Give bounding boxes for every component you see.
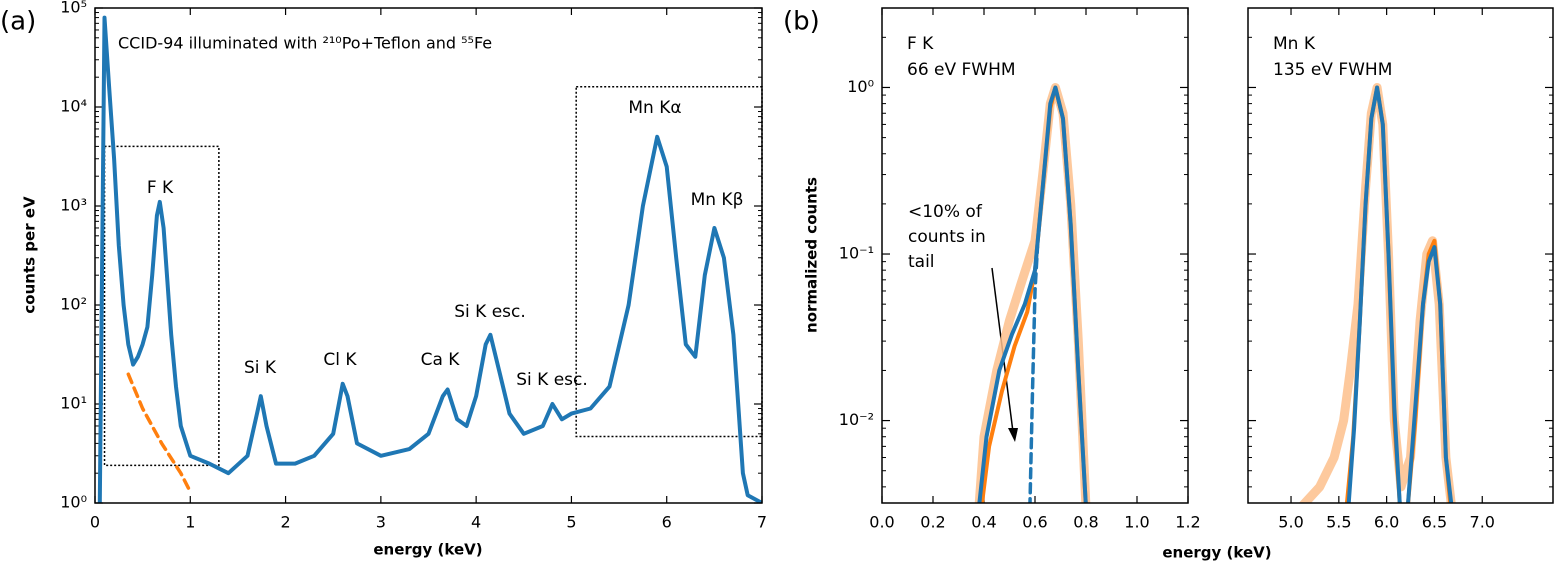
x-tick-label: 0.8 xyxy=(1073,513,1098,532)
x-tick-label: 0.0 xyxy=(869,513,894,532)
x-tick-label: 6 xyxy=(662,513,672,532)
plot-frame xyxy=(94,7,763,504)
x-tick-label: 4 xyxy=(471,513,481,532)
x-axis-label: energy (keV) xyxy=(373,541,482,559)
x-tick-label: 7 xyxy=(757,513,767,532)
x-tick-label: 7.0 xyxy=(1470,513,1495,532)
annotation: counts in xyxy=(908,227,986,247)
x-tick-label: 3 xyxy=(376,513,386,532)
annotation: Cl K xyxy=(323,350,357,370)
annotation: F K xyxy=(907,34,934,54)
y-tick-label: 10⁰ xyxy=(847,77,874,96)
x-tick-label: 5.5 xyxy=(1326,513,1351,532)
y-tick-label: 10⁴ xyxy=(60,97,87,116)
arrow-head xyxy=(1008,428,1018,442)
y-tick-label: 10⁰ xyxy=(60,493,87,512)
annotation: 135 eV FWHM xyxy=(1273,60,1392,80)
annotation: <10% of xyxy=(908,202,983,222)
annotation: Si K esc. xyxy=(454,302,526,322)
x-tick-label: 5.0 xyxy=(1278,513,1303,532)
annotation: Mn K xyxy=(1273,34,1316,54)
y-tick-label: 10⁻¹ xyxy=(839,244,874,263)
annotation: F K xyxy=(147,178,174,198)
x-tick-label: 6.0 xyxy=(1374,513,1399,532)
region-box xyxy=(575,86,763,438)
x-tick-label: 0.6 xyxy=(1022,513,1047,532)
series-line xyxy=(1298,83,1456,503)
y-tick-label: 10² xyxy=(60,295,87,314)
x-tick-label: 0.2 xyxy=(920,513,945,532)
annotation: tail xyxy=(908,252,935,272)
y-tick-label: 10³ xyxy=(60,196,87,215)
x-tick-label: 0.4 xyxy=(971,513,996,532)
y-axis-label: counts per eV xyxy=(21,196,39,314)
x-tick-label: 0 xyxy=(90,513,100,532)
plot-frame xyxy=(881,7,1189,504)
y-tick-label: 10⁵ xyxy=(60,0,87,17)
series-line xyxy=(1028,245,1040,503)
x-tick-label: 1.2 xyxy=(1175,513,1200,532)
series-line xyxy=(97,15,762,503)
x-tick-label: 1 xyxy=(185,513,195,532)
series-line xyxy=(126,372,193,494)
series-line xyxy=(1346,85,1454,503)
y-axis-label: normalized counts xyxy=(803,177,821,333)
annotation: CCID-94 illuminated with ²¹⁰Po+Teflon an… xyxy=(118,34,492,53)
series-line xyxy=(977,85,1088,503)
y-tick-label: 10⁻² xyxy=(839,410,874,429)
annotation: Mn Kα xyxy=(628,98,681,118)
annotation: Si K xyxy=(244,358,277,378)
annotation: Si K esc. xyxy=(516,370,588,390)
annotation: Ca K xyxy=(421,350,461,370)
panel-label: (a) xyxy=(0,7,36,37)
y-tick-label: 10¹ xyxy=(60,394,87,413)
region-box xyxy=(103,145,220,467)
panel-label: (b) xyxy=(783,7,820,37)
annotation: Mn Kβ xyxy=(691,190,744,210)
plot-frame xyxy=(1247,7,1554,504)
x-tick-label: 6.5 xyxy=(1422,513,1447,532)
x-tick-label: 2 xyxy=(280,513,290,532)
annotation: 66 eV FWHM xyxy=(907,60,1016,80)
x-tick-label: 5 xyxy=(566,513,576,532)
x-tick-label: 1.0 xyxy=(1124,513,1149,532)
x-axis-label: energy (keV) xyxy=(1162,544,1271,562)
